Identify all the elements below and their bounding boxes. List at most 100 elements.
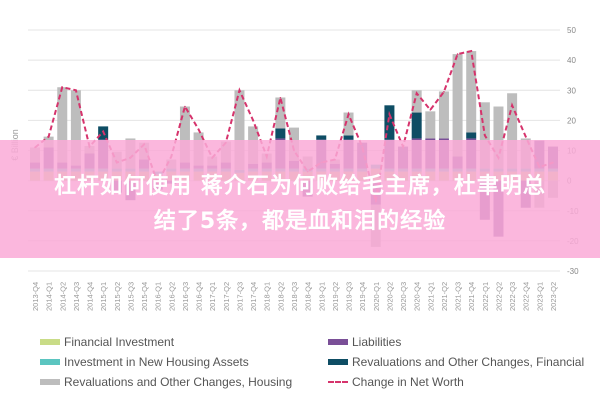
bar-segment: [275, 97, 286, 129]
legend-swatch: [40, 339, 60, 345]
x-tick-label: 2022-Q4: [522, 282, 531, 311]
net-worth-point: [238, 89, 241, 92]
x-tick-label: 2022-Q1: [481, 282, 490, 311]
bar-segment: [411, 90, 422, 113]
net-worth-point: [102, 130, 104, 133]
legend-label: Financial Investment: [64, 335, 175, 349]
x-tick-label: 2018-Q2: [276, 282, 285, 311]
y-tick-label: -30: [567, 267, 579, 276]
x-tick-label: 2015-Q2: [113, 282, 122, 311]
legend-item-housing-investment: Investment in New Housing Assets: [40, 355, 249, 369]
net-worth-point: [47, 135, 50, 138]
net-worth-point: [184, 105, 186, 108]
legend-swatch: [40, 379, 60, 385]
net-worth-point: [511, 104, 513, 107]
x-tick-label: 2019-Q3: [345, 282, 354, 311]
x-tick-label: 2022-Q2: [494, 282, 503, 311]
net-worth-point: [429, 109, 432, 111]
x-tick-label: 2019-Q2: [331, 282, 340, 311]
x-tick-labels: 2013-Q4 2014-Q1 2014-Q2 2014-Q3 2014-Q4 2015-…: [31, 282, 558, 311]
x-tick-label: 2018-Q1: [263, 282, 272, 311]
bar-segment: [343, 112, 354, 136]
y-tick-label: 40: [567, 56, 576, 65]
net-worth-point: [75, 89, 77, 92]
x-tick-label: 2021-Q3: [454, 282, 463, 311]
x-tick-label: 2016-Q3: [181, 282, 190, 311]
x-tick-label: 2015-Q4: [140, 282, 149, 311]
x-tick-label: 2015-Q1: [99, 282, 108, 311]
x-tick-label: 2022-Q3: [508, 282, 517, 311]
x-tick-label: 2018-Q4: [304, 282, 313, 311]
bar-segment: [466, 51, 477, 133]
x-tick-label: 2021-Q1: [426, 282, 435, 311]
net-worth-point: [470, 50, 473, 52]
net-worth-point: [524, 135, 527, 138]
net-worth-point: [279, 96, 282, 99]
net-worth-point: [456, 53, 459, 55]
legend-label: Liabilities: [352, 335, 402, 349]
x-tick-label: 2018-Q3: [290, 282, 299, 311]
net-worth-point: [61, 86, 64, 89]
overlay-title-line-2: 结了5条，都是血和泪的经验: [153, 209, 447, 234]
bar-segment: [493, 106, 504, 169]
x-tick-label: 2021-Q4: [467, 282, 476, 311]
bar-segment: [466, 132, 477, 139]
x-tick-label: 2020-Q2: [385, 282, 394, 311]
net-worth-point: [388, 113, 391, 116]
x-tick-label: 2023-Q2: [549, 282, 558, 311]
legend-swatch: [40, 359, 60, 365]
net-worth-point: [443, 90, 445, 93]
legend-item-net-worth: Change in Net Worth: [328, 375, 464, 389]
x-tick-label: 2015-Q3: [126, 282, 135, 311]
bar-segment: [275, 128, 286, 139]
x-tick-label: 2020-Q1: [372, 282, 381, 311]
x-tick-label: 2017-Q4: [249, 282, 258, 311]
legend-item-revaluations-housing: Revaluations and Other Changes, Housing: [40, 375, 292, 389]
bar-segment: [438, 91, 449, 139]
x-tick-label: 2017-Q2: [222, 282, 231, 311]
legend-label: Investment in New Housing Assets: [64, 355, 249, 369]
bar-segment: [507, 93, 518, 169]
bar-segment: [70, 90, 81, 166]
bar-segment: [411, 112, 422, 139]
bar-segment: [384, 105, 395, 140]
legend-item-financial-investment: Financial Investment: [40, 335, 174, 349]
bar-segment: [179, 106, 190, 163]
y-tick-label: 20: [567, 116, 576, 125]
y-tick-label: 50: [567, 26, 576, 35]
x-tick-label: 2023-Q1: [535, 282, 544, 311]
bar-segment: [316, 135, 327, 140]
overlay-title-line-1: 杠杆如何使用 蒋介石为何败给毛主席，杜聿明总: [54, 174, 546, 199]
x-tick-label: 2019-Q4: [358, 282, 367, 311]
bar-segment: [425, 111, 436, 139]
y-tick-label: 30: [567, 86, 576, 95]
x-tick-label: 2014-Q2: [58, 282, 67, 311]
legend-label: Revaluations and Other Changes, Housing: [64, 375, 293, 389]
x-tick-label: 2013-Q4: [31, 282, 40, 311]
net-worth-point: [197, 128, 200, 131]
bar-segment: [343, 135, 354, 140]
x-tick-label: 2017-Q3: [235, 282, 244, 311]
net-worth-point: [415, 92, 418, 95]
overlay-banner[interactable]: 杠杆如何使用 蒋介石为何败给毛主席，杜聿明总 结了5条，都是血和泪的经验: [0, 140, 600, 258]
legend: Financial Investment Investment in New H…: [0, 332, 600, 400]
bar-segment: [234, 90, 245, 170]
net-worth-point: [484, 134, 486, 137]
x-tick-label: 2020-Q3: [399, 282, 408, 311]
x-tick-label: 2016-Q2: [167, 282, 176, 311]
x-tick-label: 2014-Q3: [72, 282, 81, 311]
bar-segment: [452, 54, 463, 157]
x-tick-label: 2014-Q4: [86, 282, 95, 311]
net-worth-point: [347, 113, 350, 116]
legend-swatch: [328, 359, 348, 365]
legend-dash: [328, 381, 348, 383]
legend-label: Change in Net Worth: [352, 375, 464, 389]
legend-label: Revaluations and Other Changes, Financia…: [352, 355, 585, 369]
legend-item-revaluations-financial: Revaluations and Other Changes, Financia…: [328, 355, 584, 369]
legend-item-liabilities: Liabilities: [328, 335, 401, 349]
x-tick-label: 2019-Q1: [317, 282, 326, 311]
x-tick-label: 2020-Q4: [413, 282, 422, 311]
bar-segment: [57, 87, 68, 163]
x-tick-label: 2014-Q1: [45, 282, 54, 311]
net-worth-point: [252, 119, 254, 122]
